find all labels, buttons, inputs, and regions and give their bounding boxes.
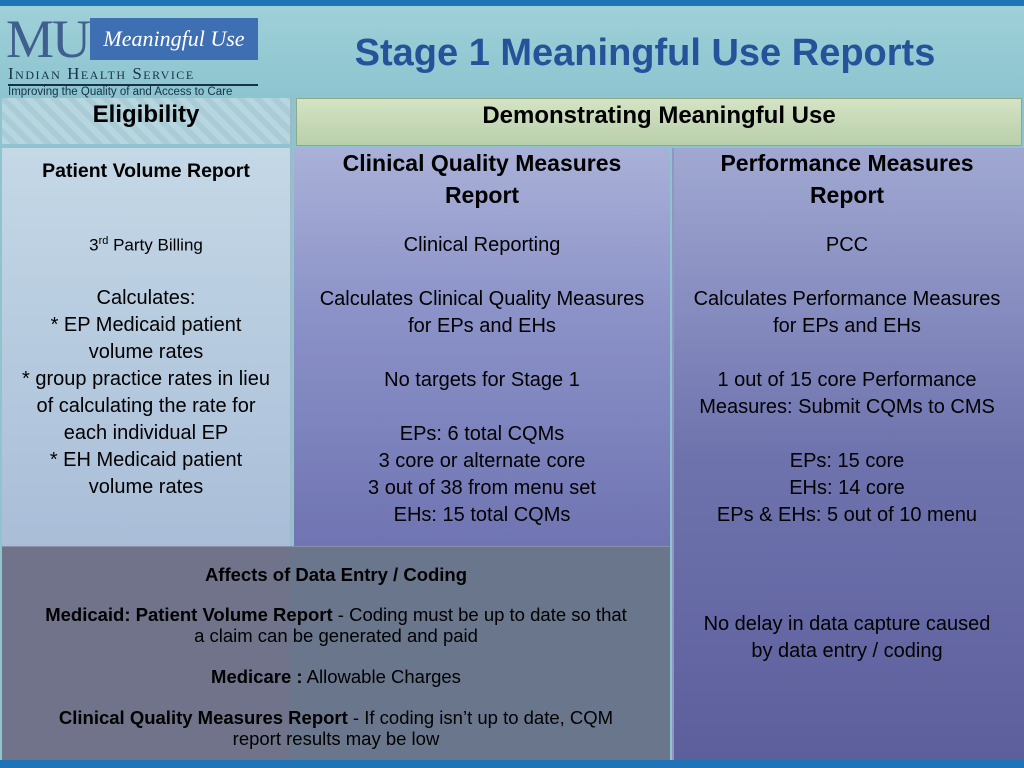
eligibility-content: Patient Volume Report 3rd Party Billing … <box>2 158 290 501</box>
affects-cqm-2: report results may be low <box>232 728 440 749</box>
cqm-column <box>294 148 670 546</box>
pm-content: Performance Measures Report PCC Calculat… <box>672 147 1022 665</box>
affects-heading: Affects of Data Entry / Coding <box>204 564 468 585</box>
affects-medicaid: Medicaid: Patient Volume Report - Coding… <box>45 604 627 625</box>
affects-medicaid-2: a claim can be generated and paid <box>194 625 478 646</box>
demonstrating-header: Demonstrating Meaningful Use <box>296 98 1022 146</box>
pm-column <box>672 148 1024 760</box>
cqm-heading: Clinical Quality Measures <box>342 150 622 176</box>
logo-rule <box>8 84 258 86</box>
eligibility-column <box>2 148 292 548</box>
cqm-calculates-2: for EPs and EHs <box>408 315 556 337</box>
cqm-content: Clinical Quality Measures Report Clinica… <box>294 147 670 529</box>
affects-medicare: Medicare : Allowable Charges <box>211 666 461 687</box>
logo-badge: Meaningful Use <box>90 18 258 60</box>
patient-volume-heading: Patient Volume Report <box>42 160 250 182</box>
pm-detail: EHs: 14 core <box>789 477 905 499</box>
logo-tagline: Improving the Quality of and Access to C… <box>8 86 233 98</box>
eligibility-item: * EP Medicaid patient <box>50 313 242 336</box>
pm-heading-2: Report <box>809 182 885 208</box>
slide-header: MU Meaningful Use Indian Health Service … <box>0 6 1024 98</box>
demonstrating-header-label: Demonstrating Meaningful Use <box>482 102 836 129</box>
eligibility-item: volume rates <box>88 475 204 498</box>
cqm-source: Clinical Reporting <box>403 234 561 256</box>
pm-calculates: Calculates Performance Measures <box>693 288 1001 310</box>
logo-mu-letters: MU <box>6 9 91 69</box>
pm-calculates-2: for EPs and EHs <box>773 315 921 337</box>
cqm-detail: EPs: 6 total CQMs <box>399 423 565 445</box>
cqm-heading-2: Report <box>444 182 520 208</box>
eligibility-source: 3rd Party Billing <box>89 235 203 255</box>
pm-heading: Performance Measures <box>720 150 974 176</box>
top-accent-bar <box>0 0 1024 6</box>
cqm-calculates: Calculates Clinical Quality Measures <box>319 288 645 310</box>
cqm-targets: No targets for Stage 1 <box>384 369 580 391</box>
cqm-detail: EHs: 15 total CQMs <box>393 504 571 526</box>
eligibility-item: volume rates <box>88 340 204 363</box>
eligibility-header-label: Eligibility <box>92 101 200 128</box>
eligibility-item: each individual EP <box>63 421 229 444</box>
pm-note: No delay in data capture caused <box>703 613 991 635</box>
eligibility-item: of calculating the rate for <box>36 394 256 417</box>
logo-org-name: Indian Health Service <box>8 64 195 83</box>
affects-cqm: Clinical Quality Measures Report - If co… <box>58 707 614 728</box>
eligibility-item: * EH Medicaid patient <box>49 448 243 471</box>
pm-core: 1 out of 15 core Performance <box>717 369 977 391</box>
pm-source: PCC <box>825 234 869 256</box>
ihs-mu-logo: MU Meaningful Use Indian Health Service … <box>6 9 258 100</box>
pm-detail: EPs: 15 core <box>789 450 905 472</box>
eligibility-calculates: Calculates: <box>96 286 196 309</box>
bottom-accent-bar <box>0 760 1024 768</box>
pm-detail: EPs & EHs: 5 out of 10 menu <box>716 504 978 526</box>
pm-note-2: by data entry / coding <box>751 640 943 662</box>
pm-core-2: Measures: Submit CQMs to CMS <box>699 396 995 418</box>
affects-content: Affects of Data Entry / Coding Medicaid:… <box>0 563 672 749</box>
cqm-detail: 3 out of 38 from menu set <box>368 477 596 499</box>
page-title: Stage 1 Meaningful Use Reports <box>354 32 936 74</box>
affects-box <box>2 546 670 761</box>
eligibility-header: Eligibility <box>2 98 292 144</box>
cqm-detail: 3 core or alternate core <box>378 450 586 472</box>
eligibility-item: * group practice rates in lieu <box>22 367 270 390</box>
